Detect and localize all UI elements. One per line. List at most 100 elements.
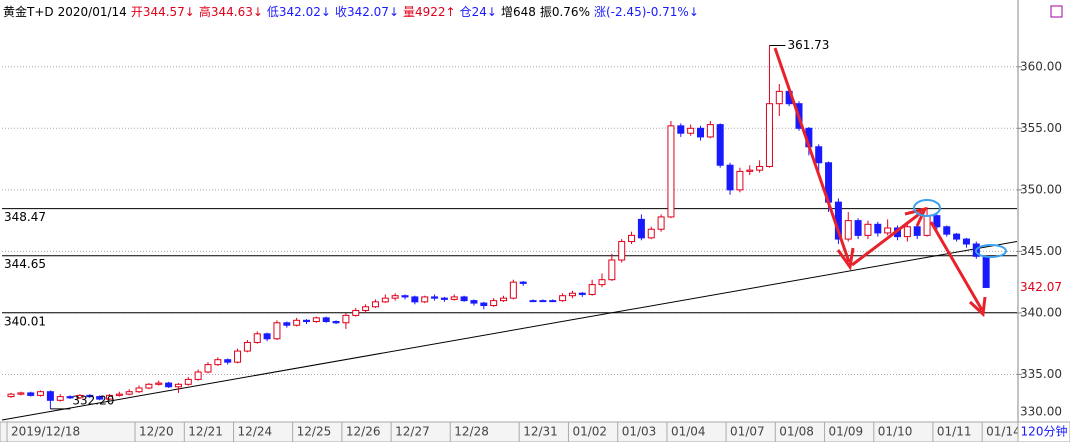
candle-body bbox=[371, 301, 379, 308]
y-tick-label: 345.00 bbox=[1020, 244, 1062, 258]
candle-body bbox=[283, 322, 291, 326]
annotations bbox=[773, 47, 987, 318]
header: 黄金T+D 2020/01/14 开344.57↓ 高344.63↓ 低342.02↓ 收… bbox=[3, 4, 699, 19]
candle-body bbox=[243, 341, 251, 352]
candle-body bbox=[174, 383, 182, 388]
header-item: 收342.07↓ bbox=[335, 5, 399, 19]
header-item: 涨(-2.45)-0.71%↓ bbox=[594, 4, 699, 19]
candle-body bbox=[884, 227, 892, 234]
header-item: 高344.63↓ bbox=[199, 4, 263, 19]
x-tick-label: 01/09 bbox=[829, 425, 864, 439]
candle-body bbox=[194, 371, 202, 380]
candle-body bbox=[765, 103, 773, 167]
x-axis: 2019/12/18 12/20 12/21 12/24 12/25 12/26 12/27… bbox=[6, 422, 1021, 442]
last-price: 342.07 bbox=[1020, 280, 1062, 294]
y-tick-label: 340.00 bbox=[1020, 305, 1062, 319]
candle-body bbox=[844, 220, 852, 240]
candle-body bbox=[746, 169, 754, 172]
x-tick-label: 12/26 bbox=[346, 425, 381, 439]
period[interactable]: 120分钟 bbox=[1021, 424, 1068, 439]
header-item: 低342.02↓ bbox=[267, 5, 331, 19]
candle-body bbox=[362, 306, 370, 311]
min-label: 332.20 bbox=[72, 393, 114, 407]
candle-body bbox=[618, 241, 626, 261]
candle-body bbox=[933, 215, 941, 228]
candle-body bbox=[224, 359, 232, 363]
candle-body bbox=[775, 90, 783, 105]
header-item: 2020/01/14 bbox=[58, 5, 127, 19]
reference-label: 348.47 bbox=[4, 210, 46, 224]
candle-body bbox=[687, 127, 695, 134]
candle-body bbox=[697, 127, 704, 138]
candle-body bbox=[27, 392, 35, 396]
candle-body bbox=[500, 297, 507, 302]
candle-body bbox=[943, 226, 951, 235]
header-item: 振0.76% bbox=[540, 5, 590, 19]
candle-body bbox=[588, 284, 596, 295]
candle-body bbox=[559, 295, 567, 302]
candle-body bbox=[637, 218, 645, 239]
x-tick-label: 12/25 bbox=[297, 425, 332, 439]
arrow bbox=[929, 221, 984, 311]
candle-body bbox=[539, 300, 547, 303]
y-tick-label: 350.00 bbox=[1020, 182, 1062, 196]
candle-body bbox=[184, 378, 192, 385]
candle-body bbox=[598, 279, 606, 286]
candle-body bbox=[953, 233, 961, 240]
candle-body bbox=[874, 223, 882, 234]
header-item: 量4922↑ bbox=[403, 5, 456, 19]
candle-body bbox=[628, 234, 636, 243]
candle-body bbox=[155, 382, 163, 385]
candle-body bbox=[519, 281, 527, 284]
candle-body bbox=[549, 300, 557, 303]
header-item: 增648 bbox=[501, 5, 536, 19]
x-tick-label: 01/02 bbox=[572, 425, 607, 439]
arrow bbox=[851, 210, 923, 267]
candle-body bbox=[86, 394, 94, 398]
x-tick-label: 12/27 bbox=[395, 425, 430, 439]
candle-body bbox=[460, 296, 468, 302]
candle-body bbox=[204, 364, 212, 373]
candle-body bbox=[706, 124, 714, 138]
candle-body bbox=[657, 216, 665, 230]
arrow-head bbox=[836, 247, 855, 271]
candle-body bbox=[815, 146, 823, 164]
candle-body bbox=[509, 281, 517, 299]
candle-body bbox=[312, 317, 320, 323]
candle-body bbox=[7, 393, 15, 398]
reference-label: 340.01 bbox=[4, 314, 46, 328]
header-item: 仓24↓ bbox=[460, 5, 497, 19]
settings-icon[interactable] bbox=[1050, 5, 1063, 18]
x-tick-label: 12/28 bbox=[454, 425, 489, 439]
candle-body bbox=[411, 296, 419, 303]
candle-body bbox=[431, 296, 439, 299]
candle-body bbox=[106, 394, 113, 400]
period-box[interactable] bbox=[1017, 421, 1070, 442]
max-label: 361.73 bbox=[787, 38, 829, 52]
candle-body bbox=[303, 319, 310, 323]
candle-body bbox=[667, 125, 675, 218]
candle-body bbox=[391, 295, 399, 299]
candle-body bbox=[677, 125, 685, 134]
x-tick-label: 01/03 bbox=[622, 425, 657, 439]
x-tick-label: 01/11 bbox=[937, 425, 972, 439]
candle-body bbox=[115, 393, 123, 396]
candle-body bbox=[578, 292, 586, 295]
candle-body bbox=[352, 309, 360, 316]
x-tick-label: 12/24 bbox=[238, 425, 273, 439]
candle-body bbox=[401, 295, 409, 298]
candle-body bbox=[76, 394, 84, 399]
candle-body bbox=[608, 259, 616, 281]
arrow-head bbox=[904, 206, 928, 227]
candle-body bbox=[145, 383, 153, 389]
candle-body bbox=[214, 359, 222, 366]
header-item: 开344.57↓ bbox=[131, 5, 195, 19]
candle-body bbox=[736, 170, 744, 191]
x-tick-label: 2019/12/18 bbox=[11, 425, 80, 439]
candle-body bbox=[125, 391, 133, 395]
y-tick-label: 335.00 bbox=[1020, 367, 1062, 381]
candle-body bbox=[470, 300, 478, 304]
candle-body bbox=[756, 165, 764, 171]
candle-body bbox=[913, 226, 921, 236]
